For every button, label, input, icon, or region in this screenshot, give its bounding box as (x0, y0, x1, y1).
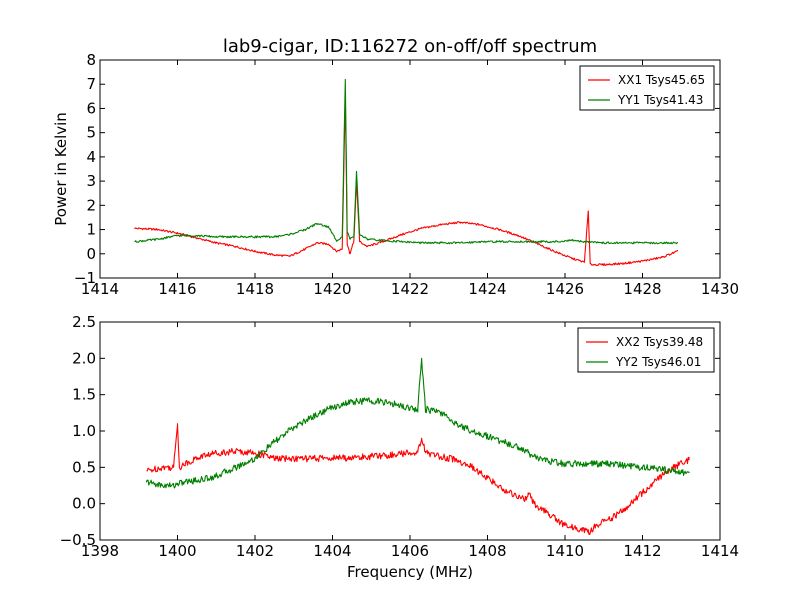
y-tick-label: 0.0 (72, 495, 96, 513)
legend-box (577, 327, 715, 373)
x-tick-label: 1406 (391, 542, 429, 560)
x-tick-label: 1424 (468, 280, 506, 298)
x-tick-label: 1410 (546, 542, 584, 560)
chart-title: lab9-cigar, ID:116272 on-off/off spectru… (223, 36, 597, 57)
y-tick-label: 0.5 (72, 458, 96, 476)
x-tick-label: 1416 (158, 280, 196, 298)
y-tick-label: 2.0 (72, 349, 96, 367)
x-tick-label: 1398 (81, 542, 119, 560)
x-tick-label: 1422 (391, 280, 429, 298)
y-tick-label: −0.5 (60, 531, 96, 549)
y-tick-label: 1 (86, 221, 96, 239)
y-tick-label: 0 (86, 245, 96, 263)
x-tick-label: 1408 (468, 542, 506, 560)
series-line-xx1 (134, 95, 678, 267)
legend: XX1 Tsys45.65 YY1 Tsys41.43 (579, 65, 715, 111)
x-tick-label: 1426 (546, 280, 584, 298)
y-tick-label: 2 (86, 196, 96, 214)
series-line-yy2 (145, 357, 690, 489)
x-tick-label: 1402 (236, 542, 274, 560)
y-tick-label: 7 (86, 75, 96, 93)
x-tick-label: 1420 (313, 280, 351, 298)
x-tick-label: 1418 (236, 280, 274, 298)
x-tick-label: 1412 (623, 542, 661, 560)
bottom-plot-panel: 1398 1400 1402 1404 1406 1408 1410 1412 1414 −0.5… (60, 313, 740, 560)
y-tick-label: 2.5 (72, 313, 96, 331)
y-tick-label: 1.0 (72, 422, 96, 440)
y-tick-label: 3 (86, 172, 96, 190)
x-axis-label: Frequency (MHz) (347, 563, 473, 581)
y-tick-label: 6 (86, 99, 96, 117)
x-tick-label: 1414 (81, 280, 119, 298)
x-tick-label: 1430 (701, 280, 739, 298)
y-axis-label: Power in Kelvin (52, 112, 70, 226)
y-tick-label: −1 (74, 269, 96, 287)
x-tick-label: 1404 (313, 542, 351, 560)
x-tick-label: 1414 (701, 542, 739, 560)
legend-entry: YY2 Tsys46.01 (615, 355, 701, 369)
series-line-yy1 (134, 78, 678, 245)
y-tick-label: 4 (86, 148, 96, 166)
legend: XX2 Tsys39.48 YY2 Tsys46.01 (577, 327, 715, 373)
y-tick-label: 8 (86, 51, 96, 69)
y-tick-label: 5 (86, 124, 96, 142)
x-tick-label: 1428 (623, 280, 661, 298)
legend-entry: YY1 Tsys41.43 (617, 93, 703, 107)
y-tick-label: 1.5 (72, 386, 96, 404)
legend-entry: XX2 Tsys39.48 (616, 335, 703, 349)
legend-entry: XX1 Tsys45.65 (618, 73, 705, 87)
legend-box (579, 65, 715, 111)
x-tick-label: 1400 (158, 542, 196, 560)
series-line-xx2 (146, 423, 690, 536)
top-plot-panel: 1414 1416 1418 1420 1422 1424 1426 1428 1430−101… (74, 51, 739, 298)
